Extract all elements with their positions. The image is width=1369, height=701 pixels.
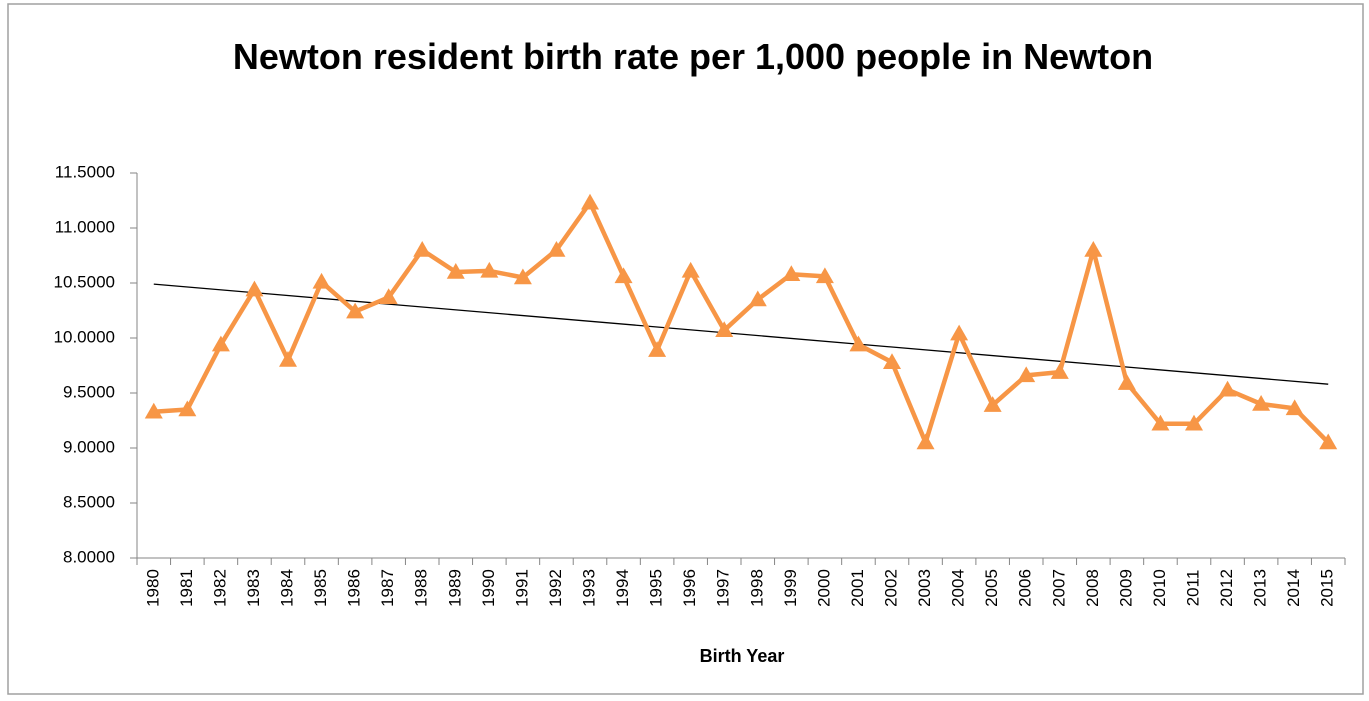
y-tick-label: 9.0000 — [63, 437, 115, 456]
marker — [346, 302, 365, 319]
x-tick-label: 1981 — [177, 569, 196, 607]
x-tick-label: 1989 — [445, 569, 464, 607]
marker — [1050, 363, 1069, 379]
x-tick-label: 2015 — [1318, 569, 1337, 607]
x-tick-label: 1986 — [345, 569, 364, 607]
x-axis-label: Birth Year — [700, 646, 785, 666]
x-tick-label: 1992 — [546, 569, 565, 607]
x-tick-label: 2011 — [1183, 570, 1202, 607]
x-tick-label: 1999 — [781, 569, 800, 607]
x-tick-label: 1984 — [277, 569, 296, 607]
marker — [446, 263, 465, 279]
x-tick-label: 1998 — [747, 569, 766, 607]
chart-title: Newton resident birth rate per 1,000 peo… — [232, 36, 1154, 77]
y-tick-label: 8.0000 — [63, 547, 115, 566]
marker — [513, 268, 532, 285]
x-tick-label: 1983 — [244, 569, 263, 607]
marker — [1017, 366, 1036, 383]
x-tick-label: 1990 — [479, 569, 498, 607]
trendline — [153, 283, 1329, 385]
x-tick-label: 2007 — [1049, 569, 1068, 607]
x-tick-label: 2003 — [915, 569, 934, 607]
y-tick-label: 10.0000 — [54, 327, 115, 346]
x-tick-label: 2012 — [1217, 569, 1236, 607]
marker — [1285, 399, 1304, 416]
x-tick-label: 1997 — [714, 569, 733, 607]
x-tick-label: 1994 — [613, 569, 632, 607]
x-tick-label: 1982 — [210, 569, 229, 607]
marker — [1117, 374, 1136, 390]
x-tick-label: 1995 — [647, 569, 666, 607]
x-tick-label: 1980 — [143, 569, 162, 607]
x-tick-label: 2004 — [949, 569, 968, 607]
x-tick-label: 2008 — [1083, 569, 1102, 607]
marker — [916, 433, 935, 450]
y-tick-label: 11.5000 — [55, 162, 115, 181]
marker — [1252, 395, 1271, 411]
marker — [547, 241, 566, 257]
marker — [648, 341, 667, 357]
x-tick-label: 2009 — [1116, 569, 1135, 607]
marker — [614, 267, 633, 284]
chart-frame — [7, 3, 1364, 695]
x-tick-label: 1996 — [680, 569, 699, 607]
x-tick-label: 1988 — [412, 569, 431, 607]
x-tick-label: 1985 — [311, 569, 330, 607]
y-tick-label: 9.5000 — [63, 382, 115, 401]
marker — [480, 261, 499, 278]
x-tick-label: 2010 — [1150, 569, 1169, 607]
marker — [883, 353, 901, 369]
marker — [144, 402, 163, 419]
marker — [1151, 414, 1170, 431]
marker — [1084, 241, 1103, 257]
x-tick-label: 2001 — [848, 569, 867, 607]
x-tick-label: 1987 — [378, 569, 397, 607]
marker — [312, 272, 331, 289]
marker — [983, 396, 1002, 412]
marker — [782, 265, 801, 281]
y-tick-label: 8.5000 — [63, 492, 115, 511]
marker — [379, 288, 398, 305]
marker — [849, 335, 868, 352]
marker — [950, 324, 969, 341]
data-line — [153, 200, 1330, 445]
x-tick-label: 2005 — [982, 569, 1001, 607]
x-tick-label: 1991 — [512, 569, 531, 607]
x-tick-label: 2002 — [881, 569, 900, 607]
y-tick-label: 11.0000 — [55, 217, 115, 236]
marker — [681, 261, 700, 278]
marker — [211, 335, 230, 352]
marker — [581, 193, 599, 210]
marker — [1218, 380, 1237, 397]
marker — [748, 290, 767, 307]
x-tick-label: 2000 — [814, 569, 833, 607]
marker — [1185, 414, 1203, 431]
marker — [715, 321, 734, 338]
marker — [1319, 433, 1338, 450]
marker — [413, 241, 432, 257]
marker — [815, 267, 834, 284]
x-tick-label: 1993 — [579, 569, 598, 607]
marker — [178, 400, 197, 417]
x-tick-label: 2006 — [1016, 569, 1035, 607]
marker — [279, 351, 297, 367]
y-tick-label: 10.5000 — [54, 272, 115, 291]
x-tick-label: 2013 — [1251, 569, 1270, 607]
x-tick-label: 2014 — [1284, 569, 1303, 607]
marker — [245, 280, 264, 297]
